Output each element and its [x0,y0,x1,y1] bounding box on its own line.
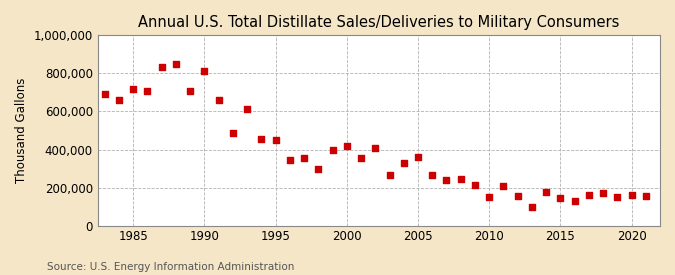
Point [470,183,481,187]
Point [541,190,551,194]
Point [327,147,338,152]
Point [484,195,495,199]
Point [157,65,167,69]
Point [641,194,651,198]
Point [384,173,395,177]
Title: Annual U.S. Total Distillate Sales/Deliveries to Military Consumers: Annual U.S. Total Distillate Sales/Deliv… [138,15,620,30]
Point [370,145,381,150]
Point [512,194,523,198]
Point [128,86,138,91]
Point [256,137,267,141]
Point [597,191,608,196]
Text: Source: U.S. Energy Information Administration: Source: U.S. Energy Information Administ… [47,262,294,272]
Point [284,158,295,162]
Point [299,156,310,160]
Point [199,69,210,74]
Point [398,161,409,165]
Point [142,88,153,93]
Y-axis label: Thousand Gallons: Thousand Gallons [15,78,28,183]
Point [356,156,367,160]
Point [612,195,623,199]
Point [227,131,238,136]
Point [583,193,594,197]
Point [342,144,352,148]
Point [441,178,452,182]
Point [99,92,110,96]
Point [412,155,423,159]
Point [526,204,537,209]
Point [313,166,324,171]
Point [569,199,580,203]
Point [171,62,182,66]
Point [498,183,509,188]
Point [427,173,437,177]
Point [113,98,124,102]
Point [242,106,252,111]
Point [456,177,466,181]
Point [555,196,566,200]
Point [626,193,637,197]
Point [270,138,281,142]
Point [185,88,196,93]
Point [213,98,224,102]
